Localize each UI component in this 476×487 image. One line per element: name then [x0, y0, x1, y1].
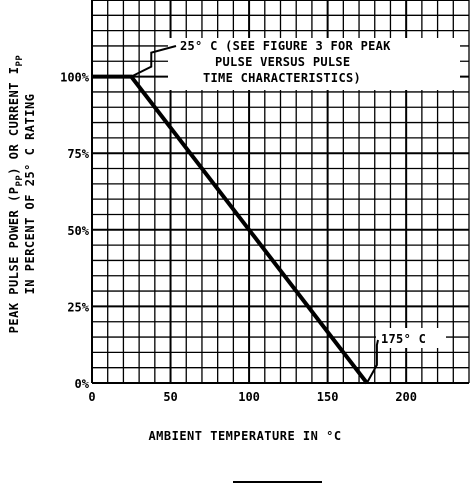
annotation-175c-leader	[366, 339, 379, 384]
y-axis-label-line-1: PEAK PULSE POWER (PPP) OR CURRENT IPP	[7, 55, 25, 334]
y-tick-label: 25%	[67, 300, 89, 314]
y-tick-label: 50%	[67, 224, 89, 238]
x-axis-label: AMBIENT TEMPERATURE IN °C	[148, 429, 341, 443]
y-axis-label-sub-b: PP	[15, 55, 25, 67]
y-tick-label: 100%	[60, 71, 90, 85]
x-tick-label: 100	[238, 390, 260, 404]
y-tick-label: 0%	[75, 377, 90, 391]
x-tick-label: 200	[395, 390, 417, 404]
annotation-175c-box	[376, 328, 446, 348]
y-axis-label-part-a: PEAK PULSE POWER (P	[7, 187, 21, 334]
annotation-25c-line-1: 25° C (SEE FIGURE 3 FOR PEAK	[180, 39, 391, 53]
tick-labels: 0 50 100 150 200 0% 25% 50% 75% 100%	[60, 71, 417, 404]
y-axis-label-part-b: ) OR CURRENT I	[7, 67, 21, 175]
annotation-175c-label: 175° C	[381, 332, 426, 346]
y-tick-label: 75%	[67, 147, 89, 161]
annotation-25c-box	[168, 38, 460, 90]
x-tick-label: 50	[163, 390, 177, 404]
y-axis-label-sub-a: PP	[15, 175, 25, 187]
y-axis-label: PEAK PULSE POWER (PPP) OR CURRENT IPP IN…	[7, 55, 37, 334]
annotation-25c: 25° C (SEE FIGURE 3 FOR PEAK PULSE VERSU…	[130, 38, 460, 90]
annotation-25c-leader	[130, 45, 177, 78]
x-tick-label: 150	[317, 390, 339, 404]
annotation-25c-line-2: PULSE VERSUS PULSE	[215, 55, 350, 69]
y-axis-label-line-2: IN PERCENT OF 25° C RATING	[23, 94, 37, 295]
x-tick-label: 0	[88, 390, 95, 404]
annotation-175c: 175° C	[366, 328, 446, 384]
annotation-25c-line-3: TIME CHARACTERISTICS)	[203, 71, 361, 85]
